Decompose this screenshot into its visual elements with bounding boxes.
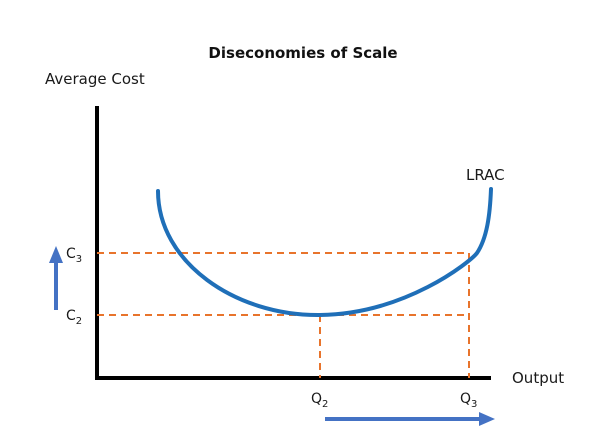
x-tick-q3: Q3 xyxy=(460,391,477,410)
y-tick-c3-base: C xyxy=(66,246,76,262)
x-tick-q2: Q2 xyxy=(311,391,328,410)
x-tick-q2-sub: 2 xyxy=(322,399,328,410)
guide-lines xyxy=(97,252,470,378)
cost-up-arrow-head xyxy=(49,246,63,263)
cost-up-arrow xyxy=(49,246,63,310)
y-tick-c2-sub: 2 xyxy=(76,316,82,327)
x-tick-q2-base: Q xyxy=(311,391,322,407)
y-tick-c2-base: C xyxy=(66,308,76,324)
y-axis-label: Average Cost xyxy=(45,70,145,88)
y-tick-c3: C3 xyxy=(66,246,82,265)
output-right-arrow-head xyxy=(479,412,495,426)
lrac-curve xyxy=(156,187,493,318)
x-tick-q3-sub: 3 xyxy=(471,399,477,410)
x-tick-q3-base: Q xyxy=(460,391,471,407)
output-right-arrow xyxy=(325,412,495,426)
y-tick-c3-sub: 3 xyxy=(76,254,82,265)
chart-title: Diseconomies of Scale xyxy=(208,44,397,62)
x-axis-label: Output xyxy=(512,369,564,387)
y-tick-c2: C2 xyxy=(66,308,82,327)
lrac-label: LRAC xyxy=(466,166,505,184)
